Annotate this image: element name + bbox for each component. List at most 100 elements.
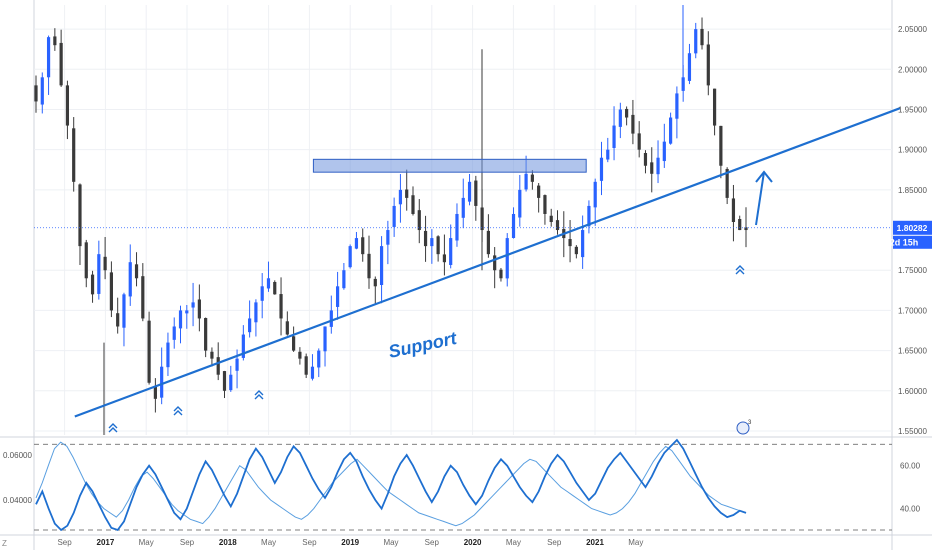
- candle-body[interactable]: [392, 205, 396, 227]
- candle-body[interactable]: [153, 386, 157, 399]
- candle-body[interactable]: [643, 152, 648, 166]
- candle-body[interactable]: [549, 215, 553, 223]
- candle-body[interactable]: [46, 37, 51, 78]
- candle-body[interactable]: [204, 318, 208, 351]
- candle-body[interactable]: [587, 205, 591, 227]
- candle-body[interactable]: [606, 149, 610, 160]
- candle-body[interactable]: [656, 157, 660, 175]
- candle-body[interactable]: [72, 128, 76, 182]
- candle-body[interactable]: [744, 227, 748, 231]
- candle-body[interactable]: [379, 246, 384, 286]
- price-candles[interactable]: [34, 5, 748, 435]
- candle-body[interactable]: [618, 109, 622, 127]
- candle-body[interactable]: [373, 278, 377, 287]
- candle-body[interactable]: [625, 108, 629, 118]
- candle-body[interactable]: [141, 276, 145, 319]
- candle-body[interactable]: [367, 253, 371, 279]
- candle-body[interactable]: [518, 189, 522, 218]
- candle-body[interactable]: [279, 294, 283, 319]
- candle-body[interactable]: [474, 180, 478, 206]
- candle-body[interactable]: [505, 238, 509, 279]
- candle-body[interactable]: [323, 326, 327, 352]
- candle-body[interactable]: [631, 114, 635, 134]
- candle-body[interactable]: [53, 36, 57, 46]
- candle-body[interactable]: [712, 88, 717, 126]
- candle-body[interactable]: [160, 366, 164, 398]
- candle-body[interactable]: [555, 220, 560, 231]
- candle-body[interactable]: [386, 230, 390, 245]
- candle-body[interactable]: [348, 246, 352, 268]
- support-trendline[interactable]: [74, 107, 901, 418]
- candle-body[interactable]: [543, 195, 547, 214]
- candle-body[interactable]: [285, 321, 289, 335]
- candle-body[interactable]: [461, 197, 465, 218]
- candle-body[interactable]: [172, 326, 176, 340]
- candle-body[interactable]: [254, 302, 258, 323]
- candle-body[interactable]: [650, 162, 654, 174]
- candle-body[interactable]: [449, 238, 453, 265]
- candle-body[interactable]: [599, 157, 604, 181]
- candle-body[interactable]: [197, 299, 201, 319]
- candle-body[interactable]: [430, 238, 434, 247]
- candle-body[interactable]: [436, 236, 440, 255]
- candle-body[interactable]: [122, 294, 126, 328]
- candle-body[interactable]: [65, 85, 70, 126]
- projection-arrow-shaft[interactable]: [755, 171, 765, 226]
- candle-body[interactable]: [499, 269, 503, 279]
- earnings-icon[interactable]: [736, 421, 750, 435]
- candle-body[interactable]: [537, 185, 541, 198]
- candle-body[interactable]: [511, 213, 516, 239]
- candle-body[interactable]: [423, 230, 428, 247]
- candle-body[interactable]: [687, 53, 692, 81]
- candle-body[interactable]: [725, 168, 729, 198]
- candle-body[interactable]: [78, 184, 82, 247]
- candle-body[interactable]: [574, 246, 578, 255]
- candle-body[interactable]: [593, 181, 597, 208]
- candle-body[interactable]: [405, 189, 409, 198]
- candle-body[interactable]: [292, 336, 296, 351]
- candle-body[interactable]: [568, 239, 572, 247]
- candle-body[interactable]: [354, 238, 359, 249]
- candle-body[interactable]: [335, 286, 340, 307]
- candle-body[interactable]: [694, 29, 698, 54]
- candle-body[interactable]: [266, 278, 271, 289]
- candle-body[interactable]: [147, 320, 151, 383]
- candle-body[interactable]: [304, 356, 308, 375]
- candle-body[interactable]: [97, 254, 101, 294]
- candle-body[interactable]: [738, 219, 742, 231]
- candle-body[interactable]: [260, 286, 264, 301]
- candle-body[interactable]: [248, 318, 252, 333]
- candle-body[interactable]: [235, 358, 239, 371]
- candle-body[interactable]: [442, 254, 447, 263]
- resistance-zone[interactable]: [312, 158, 587, 173]
- candle-body[interactable]: [731, 198, 736, 223]
- candle-body[interactable]: [342, 270, 346, 289]
- candle-body[interactable]: [134, 264, 139, 279]
- projection-arrow-head[interactable]: [755, 170, 773, 183]
- candle-body[interactable]: [298, 351, 302, 359]
- candle-body[interactable]: [524, 173, 528, 190]
- candle-body[interactable]: [310, 366, 315, 379]
- candle-body[interactable]: [103, 256, 107, 271]
- candle-body[interactable]: [398, 189, 403, 205]
- candle-body[interactable]: [411, 195, 415, 214]
- candle-body[interactable]: [210, 351, 214, 359]
- candle-body[interactable]: [486, 230, 490, 255]
- candle-body[interactable]: [40, 77, 44, 105]
- candle-body[interactable]: [166, 342, 170, 368]
- candle-body[interactable]: [530, 174, 534, 182]
- candle-body[interactable]: [34, 85, 38, 102]
- candle-body[interactable]: [116, 313, 120, 327]
- candle-body[interactable]: [185, 310, 189, 314]
- candle-body[interactable]: [719, 125, 723, 166]
- candle-body[interactable]: [455, 213, 459, 241]
- candle-body[interactable]: [84, 242, 88, 279]
- candle-body[interactable]: [329, 310, 333, 327]
- candle-body[interactable]: [706, 44, 710, 86]
- candle-body[interactable]: [317, 350, 321, 368]
- candle-body[interactable]: [417, 210, 421, 231]
- candle-body[interactable]: [493, 255, 497, 271]
- candle-body[interactable]: [612, 125, 616, 148]
- candle-body[interactable]: [700, 28, 704, 46]
- candle-body[interactable]: [128, 262, 132, 297]
